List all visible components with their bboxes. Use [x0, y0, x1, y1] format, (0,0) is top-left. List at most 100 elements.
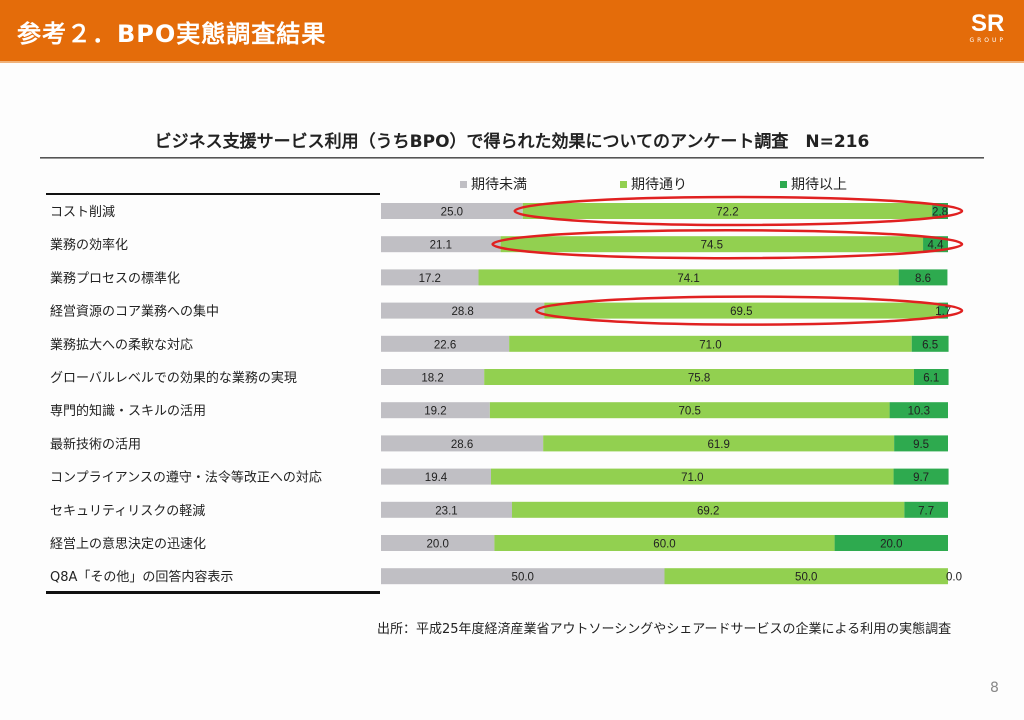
slide-title: 参考２．BPO実態調査結果	[17, 20, 327, 48]
bar-segment-below	[381, 203, 523, 219]
bar-segment-met	[544, 302, 939, 319]
logo-main-text: SR	[971, 10, 1005, 37]
category-label: コスト削減	[50, 204, 115, 220]
bar-segment-met	[500, 236, 924, 253]
category-label: Q8A「その他」の回答内容表示	[50, 569, 233, 585]
bar-segment-above	[894, 435, 948, 452]
category-label: 経営資源のコア業務への集中	[50, 304, 219, 320]
data-label: 4.4	[928, 240, 945, 252]
data-label: 20.0	[427, 539, 449, 551]
data-label: 72.2	[716, 207, 738, 219]
bar-segment-met	[509, 335, 912, 352]
data-label: 69.2	[697, 505, 719, 517]
data-label: 28.8	[451, 306, 473, 318]
legend-swatch-met	[620, 180, 627, 188]
data-label: 71.0	[699, 339, 721, 351]
data-label: 17.2	[419, 273, 441, 285]
data-label: 20.0	[880, 539, 902, 551]
data-label: 6.5	[922, 339, 938, 351]
legend-label-above: 期待以上	[791, 177, 847, 193]
category-label: 業務拡大への柔軟な対応	[50, 337, 193, 353]
legend-swatch-above	[780, 180, 787, 188]
legend-label-met: 期待通り	[631, 177, 687, 193]
category-label: 専門的知識・スキルの活用	[50, 403, 206, 419]
bar-segment-below	[381, 236, 501, 253]
data-label: 69.5	[730, 306, 752, 318]
bar-segment-below	[381, 535, 495, 551]
bar-segment-below	[381, 302, 545, 319]
legend-swatch-below	[460, 180, 467, 188]
data-label: 28.6	[451, 439, 473, 451]
category-label: 業務の効率化	[50, 237, 128, 253]
bar-segment-met	[489, 402, 890, 419]
data-label: 60.0	[653, 539, 675, 551]
logo-sub-text: GROUP	[969, 37, 1006, 44]
bar-segment-met	[494, 535, 835, 551]
data-label: 19.2	[424, 406, 446, 418]
slide-header: 参考２．BPO実態調査結果 SR GROUP	[0, 0, 1024, 63]
data-label: 71.0	[681, 472, 703, 484]
data-label: 50.0	[512, 572, 534, 584]
bar-segment-above	[923, 236, 948, 253]
data-label: 22.6	[434, 339, 456, 351]
bar-segment-below	[381, 369, 485, 385]
data-label: 9.5	[913, 439, 929, 451]
bar-segment-met	[522, 203, 933, 219]
bar-segment-below	[381, 335, 510, 352]
bar-segment-below	[381, 568, 665, 585]
category-label: 経営上の意思決定の迅速化	[50, 536, 206, 552]
bar-segment-above	[932, 203, 948, 219]
source-note: 出所：平成25年度経済産業省アウトソーシングやシェアードサービスの企業による利用…	[377, 622, 952, 637]
bar-segment-above	[889, 402, 948, 419]
data-label: 0.0	[946, 572, 962, 584]
data-label: 7.7	[918, 505, 934, 517]
data-label: 70.5	[679, 406, 701, 418]
chart-title: ビジネス支援サービス利用（うちBPO）で得られた効果についてのアンケート調査 N…	[154, 132, 870, 152]
legend-item-below: 期待未満	[460, 174, 620, 194]
bar-segment-above	[913, 369, 949, 385]
bar-segment-met	[490, 468, 894, 485]
bar-segment-above	[904, 501, 948, 518]
bar-segment-below	[381, 269, 479, 286]
data-label: 10.3	[908, 406, 930, 418]
legend-label-below: 期待未満	[471, 177, 527, 193]
bar-segment-below	[381, 435, 544, 452]
data-label: 21.1	[430, 240, 452, 252]
bar-segment-below	[381, 501, 512, 518]
chart-legend: 期待未満 期待通り 期待以上	[460, 174, 940, 194]
bar-segment-met	[484, 369, 914, 385]
data-label: 23.1	[435, 505, 457, 517]
bar-segment-above	[834, 535, 948, 551]
bar-segment-met	[478, 269, 899, 286]
bar-segment-above	[938, 302, 948, 319]
data-label: 18.2	[421, 373, 443, 385]
data-label: 25.0	[441, 207, 463, 219]
data-label: 74.5	[701, 240, 723, 252]
highlight-ellipse	[491, 228, 964, 260]
category-divider-bottom	[46, 591, 380, 594]
category-label: 業務プロセスの標準化	[50, 270, 180, 286]
category-label: グローバルレベルでの効果的な業務の実現	[50, 370, 297, 386]
category-divider-top	[46, 193, 380, 195]
data-label: 6.1	[923, 373, 939, 385]
category-label: セキュリティリスクの軽減	[50, 503, 205, 519]
data-label: 9.7	[913, 472, 929, 484]
bar-segment-met	[664, 568, 948, 585]
data-label: 61.9	[707, 439, 729, 451]
highlight-ellipse	[535, 295, 964, 326]
bar-segment-met	[543, 435, 895, 452]
bar-segment-above	[893, 468, 949, 485]
bar-segment-above	[898, 269, 948, 286]
data-label: 50.0	[795, 572, 817, 584]
data-label: 19.4	[425, 472, 448, 484]
highlight-ellipse	[513, 195, 964, 227]
category-label: 最新技術の活用	[50, 436, 141, 452]
bar-segment-below	[381, 402, 490, 419]
page-number: 8	[990, 680, 999, 696]
category-label: コンプライアンスの遵守・法令等改正への対応	[50, 470, 322, 486]
bar-segment-above	[911, 335, 949, 352]
data-label: 74.1	[677, 273, 699, 285]
title-divider	[40, 157, 984, 159]
bar-segment-met	[511, 501, 905, 518]
